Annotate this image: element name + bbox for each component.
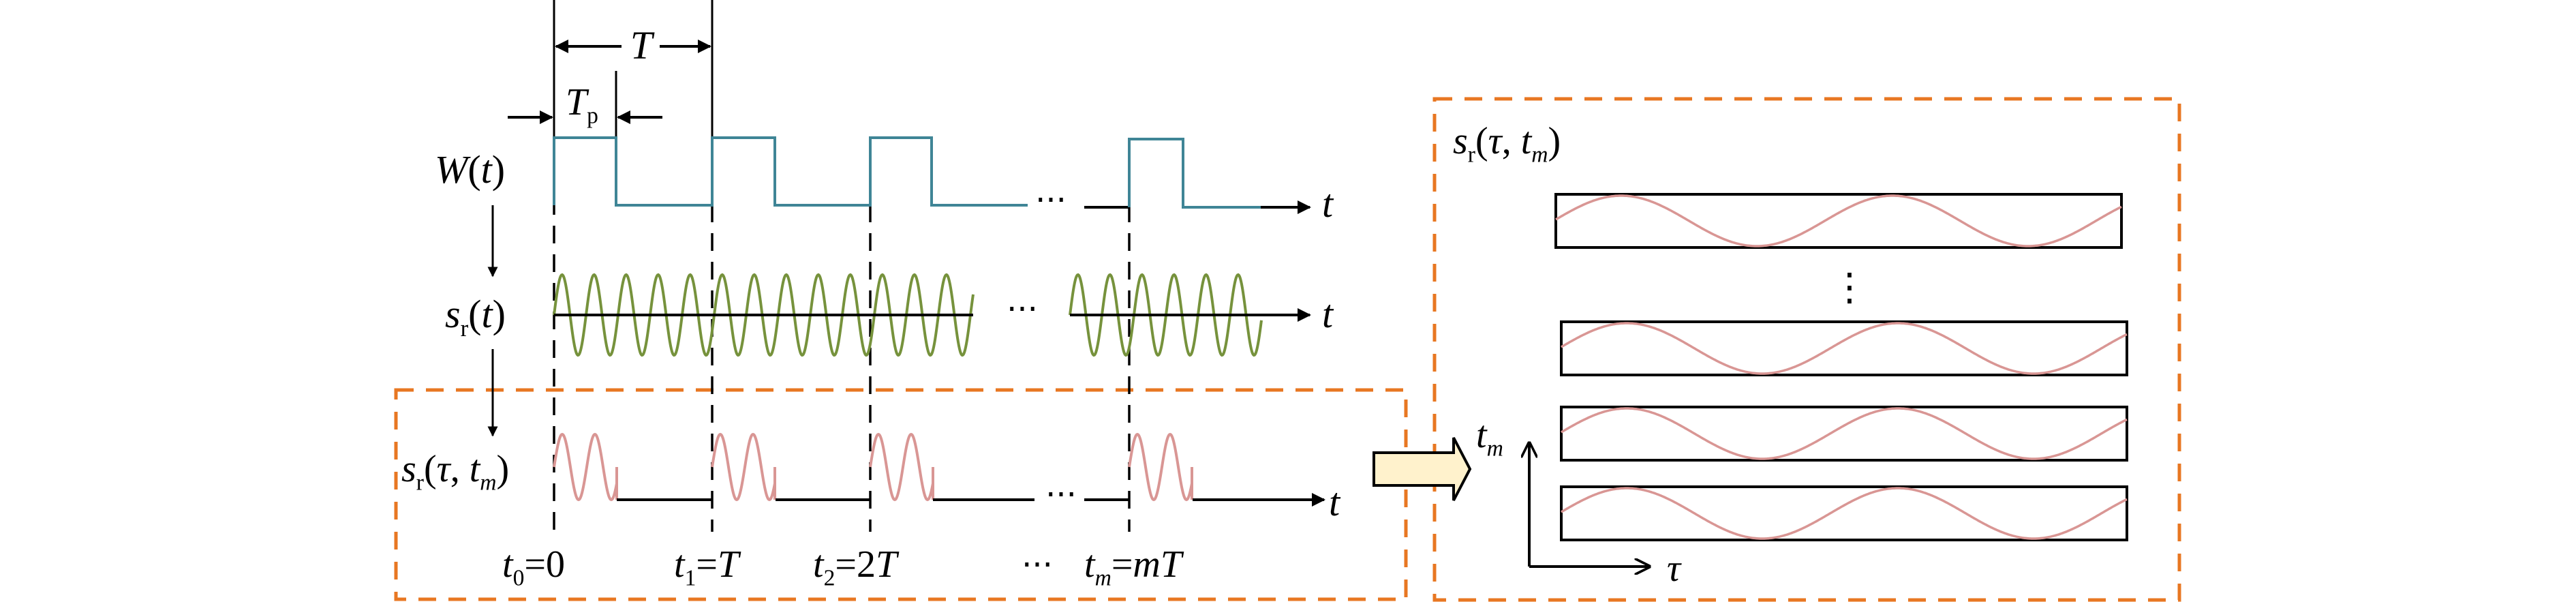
label-part: , bbox=[450, 448, 470, 490]
label-slow-time-axis: tm bbox=[1476, 414, 1503, 461]
range-profile-wave bbox=[1561, 322, 2128, 375]
label-part: W bbox=[435, 147, 471, 192]
label-part: ( bbox=[467, 147, 480, 192]
label-part: t bbox=[502, 543, 514, 586]
subscript: m bbox=[1531, 142, 1548, 167]
label-part: t bbox=[674, 543, 686, 586]
label-part: t bbox=[813, 543, 825, 586]
label-part: t bbox=[470, 448, 481, 490]
label-part: s bbox=[1453, 120, 1468, 162]
label-part: t bbox=[1322, 181, 1334, 226]
label-part: ) bbox=[493, 292, 506, 336]
label-part: =0 bbox=[524, 543, 565, 586]
label-fast-time-axis: τ bbox=[1667, 547, 1682, 590]
label-part: T bbox=[876, 543, 900, 586]
time-label-ellipsis: ··· bbox=[1022, 546, 1053, 584]
window-ellipsis: ··· bbox=[1035, 181, 1067, 220]
label-part: ( bbox=[1475, 120, 1488, 162]
label-t1: t1=T bbox=[674, 543, 741, 590]
dashed-boxes bbox=[394, 97, 2181, 602]
label-received-2d-right: sr(τ, tm) bbox=[1453, 120, 1561, 167]
carrier-wave-segment-1 bbox=[553, 273, 975, 357]
window-last-pulse bbox=[1128, 138, 1261, 209]
echo-pulse bbox=[553, 432, 618, 502]
label-tm: tm=mT bbox=[1084, 543, 1184, 590]
label-part: t bbox=[482, 292, 494, 336]
axes bbox=[487, 200, 1472, 507]
window-pulse-train bbox=[553, 136, 1028, 207]
label-part: mT bbox=[1133, 543, 1184, 586]
range-profile-row bbox=[1560, 320, 2128, 376]
carrier-ellipsis: ··· bbox=[1007, 290, 1038, 329]
label-part: T bbox=[566, 81, 589, 123]
label-part: = bbox=[696, 543, 718, 586]
label-part: =2 bbox=[835, 543, 876, 586]
label-part: ( bbox=[468, 292, 481, 336]
matrix-vertical-ellipsis: ⋮ bbox=[1830, 265, 1869, 310]
label-t-axis-1: t bbox=[1322, 181, 1334, 226]
label-part: T bbox=[630, 23, 655, 67]
subscript: r bbox=[1468, 142, 1475, 167]
label-t0: t0=0 bbox=[502, 543, 565, 590]
label-part: t bbox=[1084, 543, 1096, 586]
label-part: τ bbox=[1488, 120, 1503, 162]
label-part: t bbox=[1476, 414, 1488, 456]
label-t-axis-2: t bbox=[1322, 292, 1334, 336]
label-received-2d-left: sr(τ, tm) bbox=[401, 448, 509, 495]
range-profile-wave bbox=[1555, 194, 2122, 247]
label-part: = bbox=[1111, 543, 1133, 586]
label-part: t bbox=[1322, 292, 1334, 336]
label-part: , bbox=[1502, 120, 1521, 162]
subscript: r bbox=[416, 470, 424, 495]
label-part: ) bbox=[1548, 120, 1561, 162]
echo-ellipsis: ··· bbox=[1045, 476, 1077, 514]
echo-pulse bbox=[1128, 432, 1193, 502]
subscript: m bbox=[1095, 565, 1111, 590]
label-part: ( bbox=[424, 448, 437, 490]
subscript: p bbox=[587, 103, 598, 128]
label-received: sr(t) bbox=[445, 292, 506, 342]
range-profile-row bbox=[1554, 193, 2123, 249]
label-t2: t2=2T bbox=[813, 543, 900, 590]
range-profile-row bbox=[1560, 406, 2128, 462]
subscript: 0 bbox=[513, 565, 525, 590]
label-part: ) bbox=[497, 448, 510, 490]
echo-pulse bbox=[711, 432, 776, 502]
label-part: t bbox=[1329, 480, 1341, 524]
range-profile-wave bbox=[1561, 487, 2128, 540]
waveforms bbox=[553, 136, 1263, 502]
dashed-box-echo-sequence bbox=[394, 388, 1408, 601]
subscript: 2 bbox=[824, 565, 835, 590]
subscript: m bbox=[480, 470, 496, 495]
label-window: W(t) bbox=[435, 147, 505, 192]
label-part: s bbox=[445, 292, 461, 336]
label-period: T bbox=[630, 23, 655, 67]
subscript: m bbox=[1487, 436, 1503, 461]
range-profile-row bbox=[1560, 485, 2128, 541]
transfer-arrow bbox=[1373, 437, 1472, 501]
label-part: t bbox=[1521, 120, 1533, 162]
label-part: t bbox=[481, 147, 493, 192]
range-profile-wave bbox=[1561, 407, 2128, 460]
label-part: T bbox=[718, 543, 741, 586]
label-part: τ bbox=[437, 448, 452, 490]
subscript: r bbox=[461, 315, 469, 342]
label-part: s bbox=[401, 448, 416, 490]
range-profile-matrix bbox=[1529, 193, 2128, 567]
label-part: τ bbox=[1667, 547, 1682, 590]
dashed-box-echo-matrix bbox=[1432, 97, 2181, 602]
label-t-axis-3: t bbox=[1329, 480, 1341, 524]
subscript: 1 bbox=[685, 565, 696, 590]
label-pulse-width: Tp bbox=[566, 81, 598, 128]
label-part: ) bbox=[492, 147, 505, 192]
echo-pulse bbox=[869, 432, 934, 502]
